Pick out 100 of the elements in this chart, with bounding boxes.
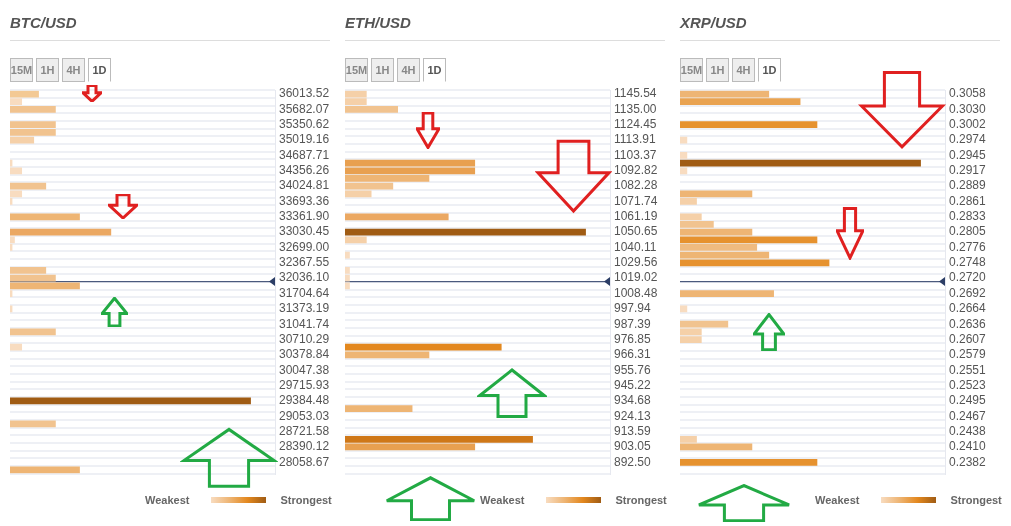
text: 4H <box>62 58 85 82</box>
bar <box>680 305 688 313</box>
text: Strongest <box>950 494 1002 506</box>
y-tick-label: 29053.03 <box>279 408 330 423</box>
text: 1D <box>423 58 446 82</box>
bar <box>345 190 372 198</box>
text: Strongest <box>615 494 667 506</box>
y-tick-label: 987.39 <box>614 316 652 331</box>
y-tick-label: 28390.12 <box>279 439 330 454</box>
y-tick-label: 0.2467 <box>949 408 987 423</box>
text: 1D <box>88 58 111 82</box>
bar <box>10 213 80 221</box>
y-tick-label: 0.2861 <box>949 193 987 208</box>
y-tick-label: 32699.00 <box>279 239 330 254</box>
bar <box>345 175 430 182</box>
y-tick-label: 0.2776 <box>949 239 987 254</box>
y-tick-label: 0.2551 <box>949 362 987 377</box>
y-tick-label: 913.59 <box>614 423 652 438</box>
y-tick-label: 0.3058 <box>949 86 987 101</box>
y-tick-label: 997.94 <box>614 301 652 316</box>
text: 1H <box>706 58 729 82</box>
y-tick-label: 29384.48 <box>279 393 330 408</box>
text: Weakest <box>815 494 860 506</box>
bar <box>345 343 502 351</box>
y-tick-label: 29715.93 <box>279 377 330 392</box>
chart-title: XRP/USD <box>680 14 747 31</box>
bar <box>680 121 818 129</box>
y-tick-label: 28721.58 <box>279 423 330 438</box>
y-tick-label: 1061.19 <box>614 209 658 224</box>
bar <box>680 290 774 297</box>
y-tick-label: 1145.54 <box>614 86 657 101</box>
chart-title: BTC/USD <box>10 14 77 31</box>
bar <box>680 198 697 205</box>
bar <box>345 405 413 412</box>
bar <box>680 259 830 267</box>
y-tick-label: 0.2382 <box>949 454 987 469</box>
y-tick-label: 0.2579 <box>949 347 987 362</box>
y-tick-label: 0.2720 <box>949 270 987 285</box>
bar <box>680 167 688 175</box>
y-tick-label: 0.2805 <box>949 224 987 239</box>
text: 15M <box>10 58 33 82</box>
y-tick-label: 955.76 <box>614 362 652 377</box>
y-tick-label: 0.2438 <box>949 423 987 438</box>
y-tick-label: 1071.74 <box>614 193 658 208</box>
y-tick-label: 31373.19 <box>279 301 330 316</box>
y-tick-label: 32036.10 <box>279 270 330 285</box>
text: 1H <box>36 58 59 82</box>
y-tick-label: 35019.16 <box>279 132 330 147</box>
bar <box>680 221 714 228</box>
bar <box>680 98 801 106</box>
y-tick-label: 892.50 <box>614 454 652 469</box>
y-tick-label: 0.2692 <box>949 285 987 300</box>
y-tick-label: 34687.71 <box>279 147 330 162</box>
y-tick-label: 28058.67 <box>279 454 330 469</box>
text: 4H <box>397 58 420 82</box>
text: 15M <box>345 58 368 82</box>
chart-title: ETH/USD <box>345 14 411 31</box>
y-tick-label: 1135.00 <box>614 101 657 116</box>
y-tick-label: 35350.62 <box>279 117 330 132</box>
y-tick-label: 1082.28 <box>614 178 658 193</box>
y-tick-label: 32367.55 <box>279 255 330 270</box>
y-tick-label: 903.05 <box>614 439 652 454</box>
bar <box>345 435 533 443</box>
bar <box>680 236 818 244</box>
bar <box>345 106 398 113</box>
y-tick-label: 33693.36 <box>279 193 330 208</box>
bar <box>345 251 350 259</box>
y-tick-label: 1029.56 <box>614 255 658 270</box>
bar <box>680 458 818 466</box>
y-tick-label: 0.2523 <box>949 377 987 392</box>
bar <box>10 228 112 236</box>
y-tick-label: 1040.11 <box>614 239 657 254</box>
y-tick-label: 1019.02 <box>614 270 658 285</box>
bar <box>680 190 753 198</box>
y-tick-label: 1008.48 <box>614 285 658 300</box>
y-tick-label: 0.2607 <box>949 331 987 346</box>
y-tick-label: 1113.91 <box>614 132 656 147</box>
y-tick-label: 0.2748 <box>949 255 987 270</box>
bar <box>10 328 56 336</box>
text: 1H <box>371 58 394 82</box>
y-tick-label: 945.22 <box>614 377 652 392</box>
y-tick-label: 0.2664 <box>949 301 987 316</box>
y-tick-label: 0.2636 <box>949 316 987 331</box>
bar <box>680 320 729 328</box>
y-tick-label: 31704.64 <box>279 285 330 300</box>
y-tick-label: 35682.07 <box>279 101 330 116</box>
y-tick-label: 0.2974 <box>949 132 987 147</box>
y-tick-label: 0.3002 <box>949 117 987 132</box>
y-tick-label: 30710.29 <box>279 331 330 346</box>
bar <box>680 435 697 443</box>
y-tick-label: 36013.52 <box>279 86 330 101</box>
bar <box>10 282 80 290</box>
y-tick-label: 1103.37 <box>614 147 657 162</box>
text: Weakest <box>145 494 190 506</box>
y-tick-label: 34024.81 <box>279 178 330 193</box>
y-tick-label: 966.31 <box>614 347 652 362</box>
y-tick-label: 924.13 <box>614 408 652 423</box>
y-tick-label: 0.3030 <box>949 101 987 116</box>
text: 1D <box>758 58 781 82</box>
y-tick-label: 30047.38 <box>279 362 330 377</box>
